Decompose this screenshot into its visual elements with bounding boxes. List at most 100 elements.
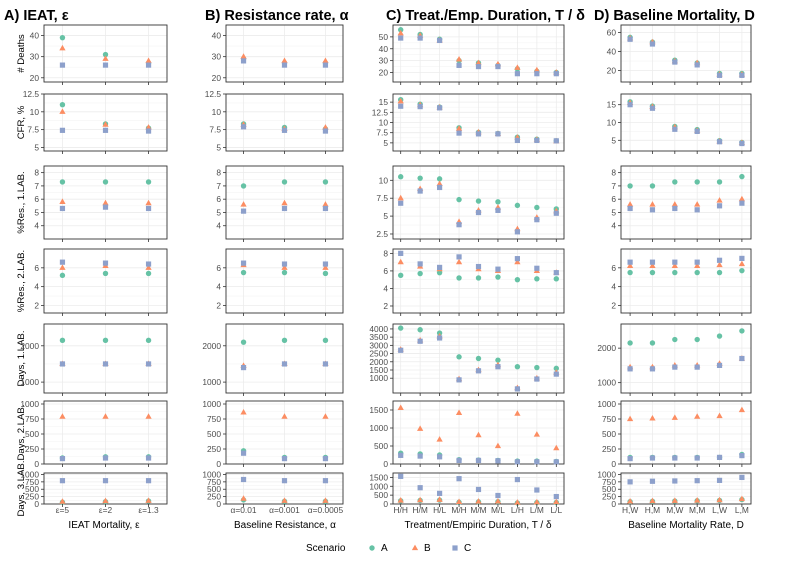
y-tick-label: 10	[607, 118, 617, 128]
point-a	[534, 364, 540, 371]
y-tick-label: 0	[611, 499, 616, 509]
point-c	[475, 263, 482, 270]
point-c	[627, 456, 633, 462]
point-b	[59, 198, 66, 204]
y-tick-label: 1500	[369, 472, 388, 482]
panel-r6-c4: 0 250 500 750 1000	[597, 399, 752, 469]
x-tick-label: α=0.001	[269, 505, 300, 515]
point-c	[59, 62, 66, 68]
y-tick-label: 5	[34, 142, 39, 152]
point-c	[436, 37, 443, 44]
y-tick-label: 7.5	[376, 128, 388, 138]
y-tick-label: 30	[30, 52, 40, 62]
point-b	[738, 406, 746, 413]
y-tick-label: 4	[34, 221, 39, 231]
point-b	[455, 409, 463, 415]
point-c	[514, 71, 521, 77]
point-c	[627, 36, 633, 42]
point-a	[397, 27, 404, 33]
point-c	[456, 476, 462, 482]
column-title-c: C) Treat./Emp. Duration, T / δ	[386, 8, 585, 24]
point-b	[671, 201, 678, 207]
panel-r5-c4: 1000 2000	[597, 323, 752, 396]
point-b	[455, 125, 463, 131]
point-c	[398, 473, 404, 479]
point-c	[694, 364, 700, 370]
y-tick-label: 4	[216, 221, 221, 231]
point-c	[514, 386, 521, 392]
y-tick-label: 4000	[369, 324, 388, 334]
point-c	[475, 457, 482, 463]
y-tick-label: 750	[602, 414, 616, 424]
point-c	[716, 203, 723, 209]
point-a	[102, 179, 109, 185]
point-a	[281, 337, 288, 344]
point-b	[417, 496, 424, 503]
point-a	[627, 340, 633, 346]
y-tick-label: 4	[34, 282, 39, 292]
point-c	[322, 361, 329, 367]
y-tick-label: 1000	[369, 373, 388, 383]
point-b	[281, 199, 288, 206]
point-a	[436, 176, 443, 182]
point-c	[436, 264, 443, 271]
y-tick-label: 250	[207, 444, 221, 454]
point-c	[59, 456, 66, 462]
point-c	[240, 364, 247, 371]
point-b	[671, 497, 678, 503]
point-c	[553, 493, 559, 500]
point-b	[322, 497, 329, 503]
y-tick-label: 10	[30, 107, 40, 117]
y-tick-label: 7.5	[209, 125, 221, 135]
point-c	[145, 261, 152, 267]
point-c	[102, 127, 109, 133]
point-b	[694, 262, 701, 269]
x-axis-title-d: Baseline Mortality Rate, D	[628, 520, 744, 531]
point-c	[398, 452, 404, 458]
point-b	[59, 498, 66, 504]
point-a	[553, 365, 560, 372]
point-c	[627, 366, 633, 372]
y-tick-label: 10	[212, 107, 222, 117]
point-a	[649, 269, 656, 276]
point-c	[739, 474, 745, 481]
y-tick-label: 2500	[369, 349, 388, 359]
point-b	[455, 258, 463, 265]
panel-r5-c1: 1000 2000	[20, 323, 168, 396]
point-c	[59, 127, 66, 133]
y-tick-label: 1000	[202, 399, 221, 409]
point-c	[456, 62, 462, 68]
point-b	[716, 261, 723, 268]
point-c	[553, 371, 559, 377]
point-c	[672, 205, 678, 212]
panel-frame	[620, 248, 752, 314]
y-tick-label: 4	[216, 282, 221, 292]
point-c	[322, 205, 329, 212]
x-tick-label: H,M	[645, 505, 660, 515]
point-c	[495, 492, 501, 499]
point-b	[533, 431, 540, 437]
point-c	[59, 259, 66, 265]
y-tick-label: 8	[216, 168, 221, 178]
y-tick-label: 6	[611, 263, 616, 273]
y-tick-label: 500	[25, 429, 39, 439]
panel-frame	[620, 165, 752, 240]
y-tick-label: 5	[383, 138, 388, 148]
point-c	[417, 338, 423, 344]
point-c	[281, 361, 288, 367]
point-c	[456, 130, 462, 136]
x-tick-label: H,W	[622, 505, 638, 515]
y-tick-label: 1000	[20, 377, 39, 387]
point-b	[694, 201, 701, 207]
point-b	[397, 194, 404, 201]
point-b	[102, 121, 109, 127]
point-c	[649, 478, 656, 484]
point-a	[322, 270, 329, 277]
panel-frame	[620, 24, 752, 83]
point-a	[397, 174, 404, 180]
point-a	[417, 327, 423, 333]
y-tick-label: 4	[611, 221, 616, 231]
y-tick-label: 6	[34, 263, 39, 273]
x-tick-label: L,W	[712, 505, 727, 515]
